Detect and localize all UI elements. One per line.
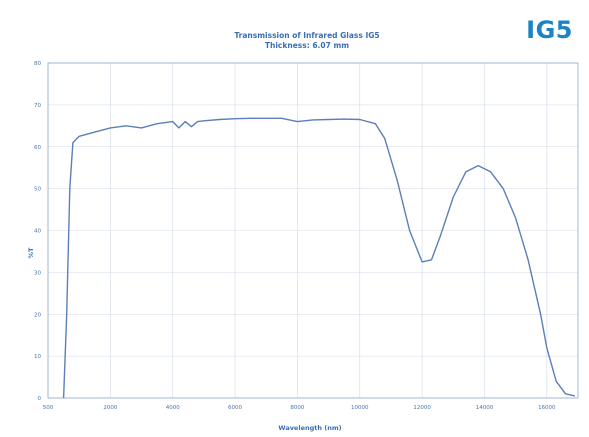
y-axis-label: %T [27, 247, 35, 259]
x-tick-label: 14000 [476, 405, 494, 411]
chart-grid [47, 62, 578, 399]
chart-title: Transmission of Infrared Glass IG5 [234, 31, 379, 40]
y-tick-label: 0 [38, 396, 42, 402]
y-tick-label: 70 [34, 103, 41, 109]
chart-subtitle: Thickness: 6.07 mm [265, 41, 349, 50]
y-tick-label: 20 [34, 312, 41, 318]
x-tick-label: 6000 [228, 405, 242, 411]
x-tick-label: 4000 [166, 405, 180, 411]
x-tick-label: 2000 [103, 405, 117, 411]
product-code-badge: IG5 [526, 16, 573, 44]
x-tick-label: 8000 [290, 405, 304, 411]
y-tick-label: 10 [34, 354, 41, 360]
x-tick-label: 500 [43, 405, 54, 411]
y-tick-label: 60 [34, 145, 41, 151]
x-tick-label: 16000 [538, 405, 556, 411]
x-axis-label: Wavelength (nm) [278, 424, 341, 432]
y-tick-label: 40 [34, 229, 41, 235]
transmission-curve [62, 117, 576, 399]
y-axis-ticks: 0 10 20 30 40 50 60 70 80 [34, 61, 42, 402]
x-axis-ticks: 500 2000 4000 6000 8000 10000 12000 14000 16000 [43, 405, 556, 411]
plot-area-frame [47, 62, 579, 399]
x-tick-label: 10000 [351, 405, 369, 411]
x-tick-label: 12000 [413, 405, 431, 411]
y-tick-label: 50 [34, 187, 41, 193]
y-tick-label: 80 [34, 61, 41, 67]
y-tick-label: 30 [34, 270, 41, 276]
